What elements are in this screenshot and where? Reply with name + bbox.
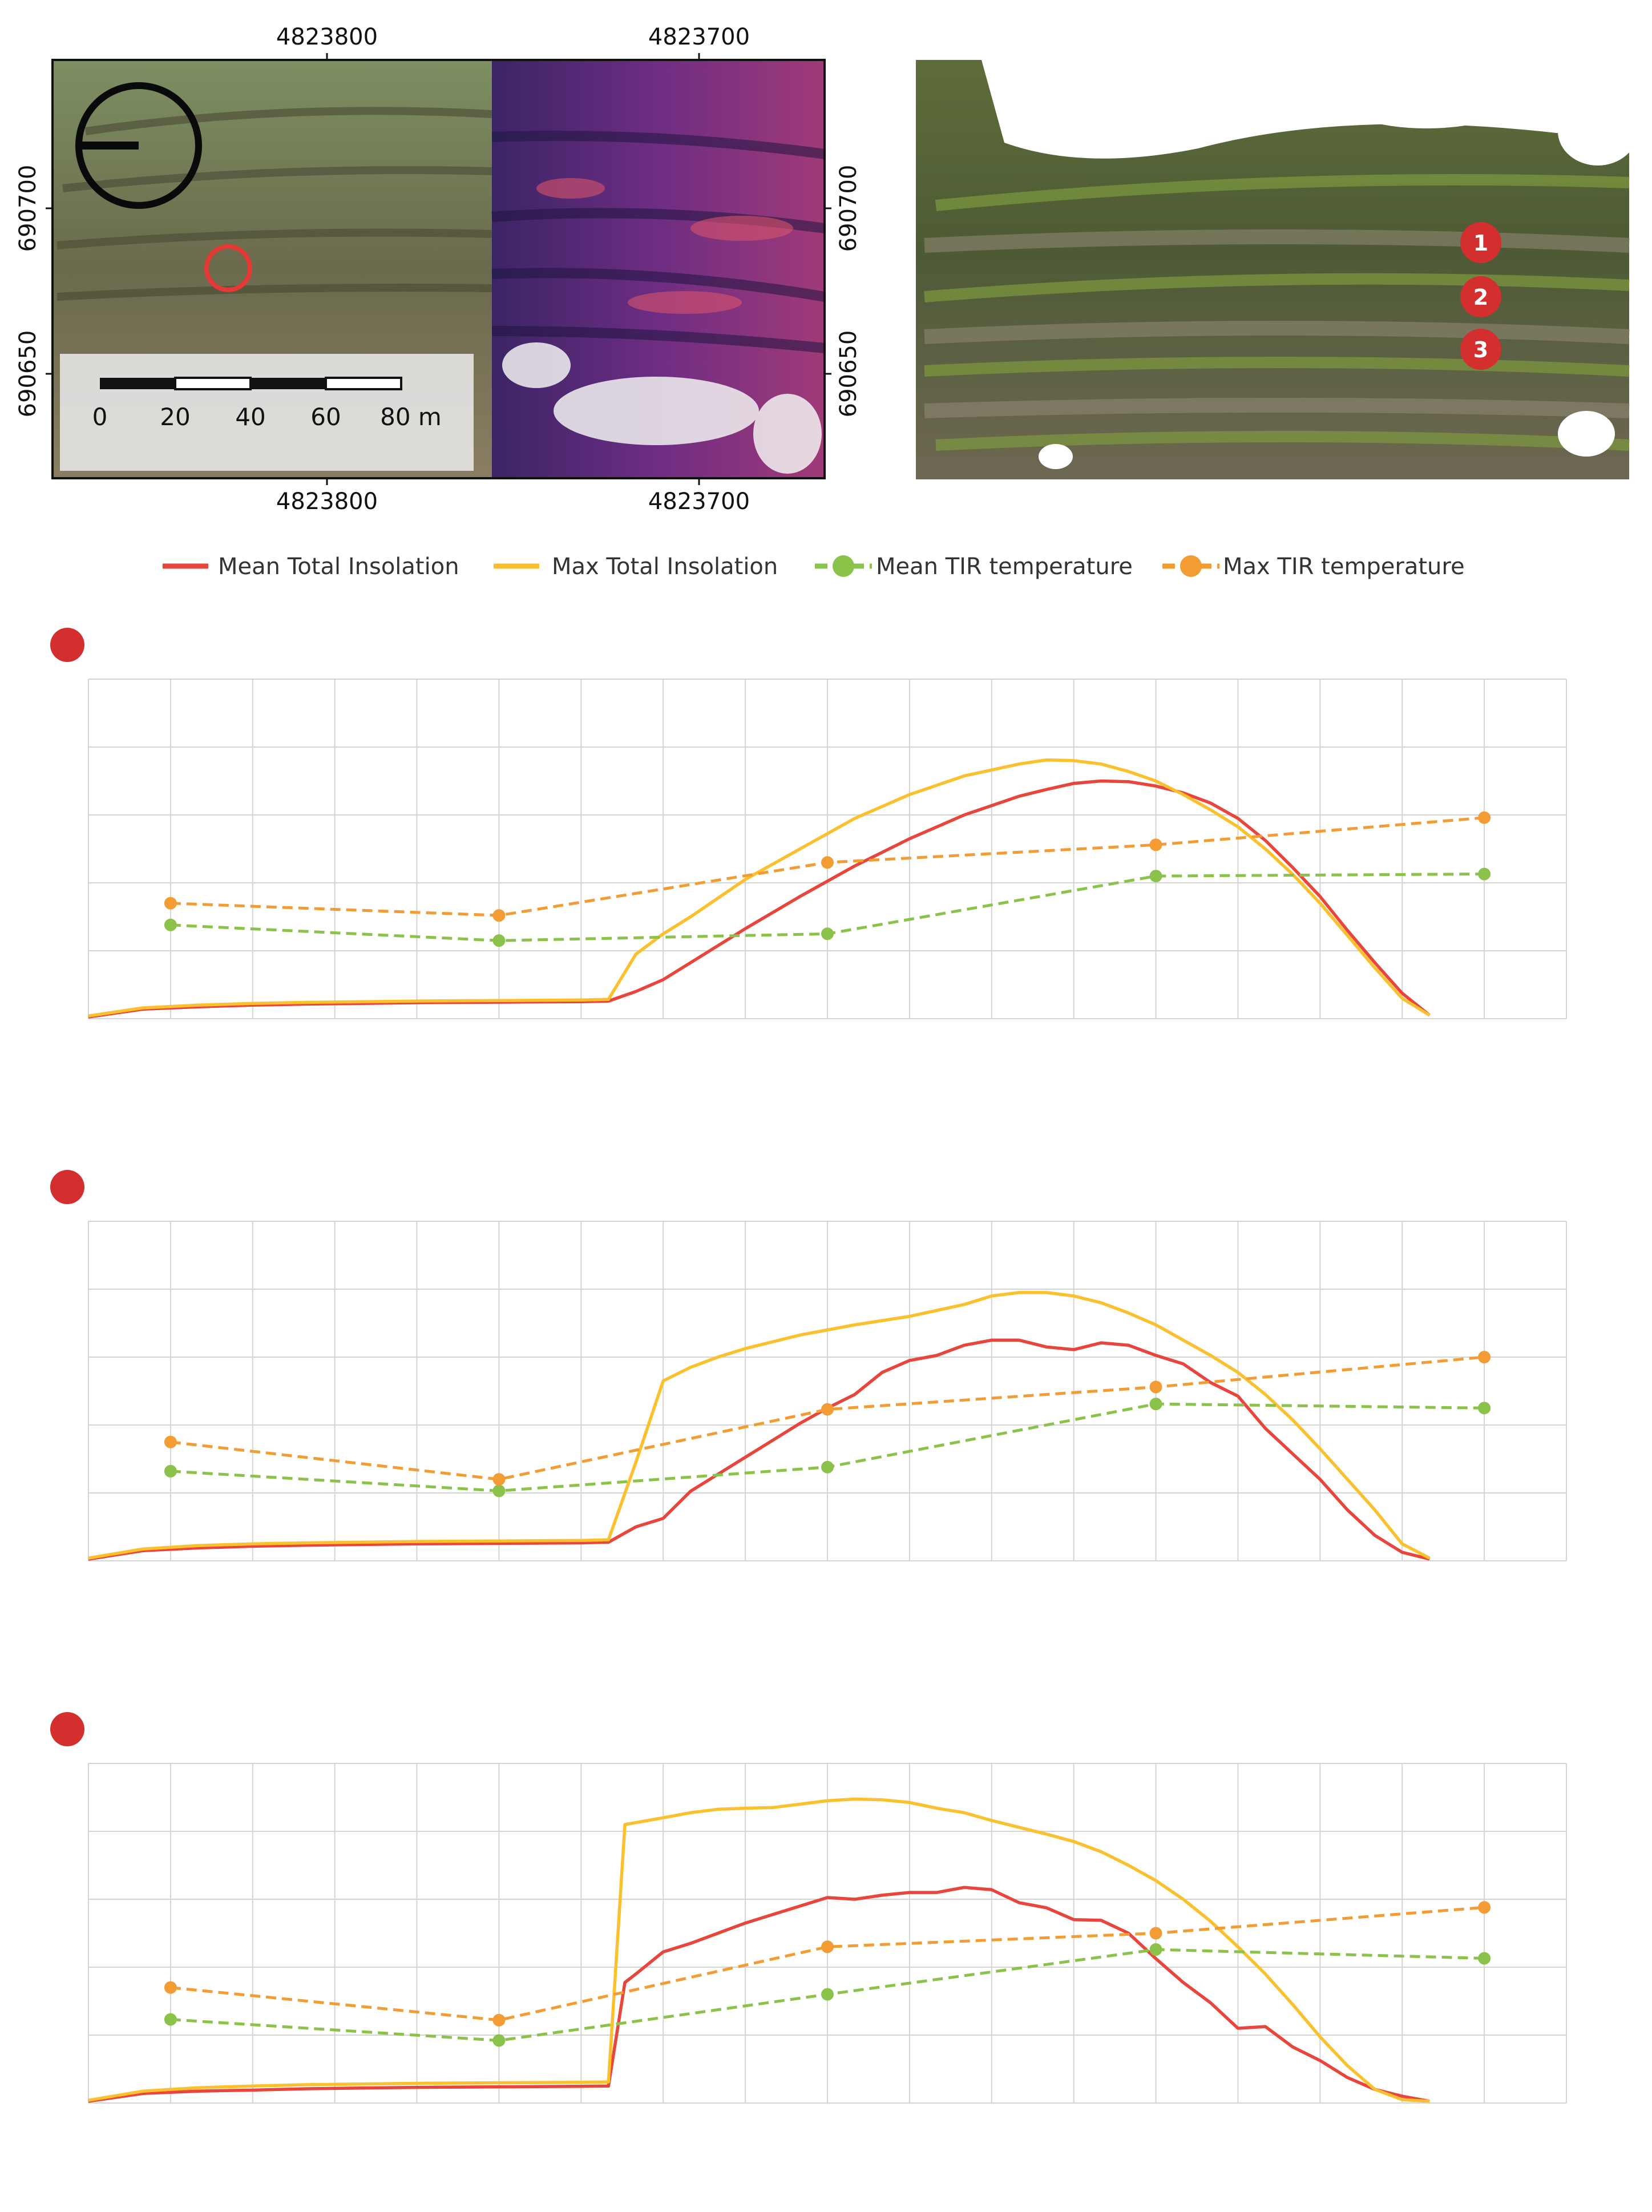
- map-top-tick-2: 4823700: [648, 24, 750, 50]
- data-point-max-tir-temperature: [1478, 1901, 1491, 1914]
- photo-sky-gaps: [981, 60, 1638, 469]
- data-point-max-tir-temperature: [1478, 1351, 1491, 1363]
- data-point-mean-tir-temperature: [1478, 1402, 1491, 1415]
- map-right-tick-1: 690700: [835, 165, 862, 252]
- legend: Mean Total Insolation Max Total Insolati…: [163, 554, 1465, 580]
- series-line-max-total-insolation: [88, 758, 1431, 1018]
- photo-marker-3-label: 3: [1473, 337, 1488, 362]
- map-left-tick-2: 690650: [15, 330, 41, 418]
- legend-label-mean-tir: Mean TIR temperature: [876, 554, 1133, 580]
- data-point-max-tir-temperature: [821, 1403, 834, 1416]
- photo-marker-2: 2: [1460, 276, 1501, 317]
- chart-2: [50, 1170, 1567, 1561]
- photo-stone-walls: [924, 229, 1630, 418]
- scale-segment-4: [325, 377, 402, 390]
- scale-label-0: 0: [92, 403, 108, 431]
- north-arrow-icon: [75, 82, 202, 209]
- data-point-max-tir-temperature: [1478, 811, 1491, 824]
- data-point-max-tir-temperature: [492, 909, 506, 922]
- chart-3: [50, 1712, 1567, 2104]
- data-point-mean-tir-temperature: [492, 934, 506, 947]
- series-line-max-tir-temperature: [170, 1355, 1485, 1481]
- map-bottom-tick-1: 4823800: [276, 489, 378, 515]
- photo-marker-1-label: 1: [1473, 231, 1488, 256]
- data-point-mean-tir-temperature: [1149, 1398, 1162, 1411]
- data-point-max-tir-temperature: [164, 897, 177, 910]
- legend-item-max-tir: Max TIR temperature: [1162, 554, 1465, 580]
- photo-vine-rows: [924, 174, 1630, 451]
- chart-badge-icon: [50, 1712, 84, 1746]
- orthophoto-map: 4823800 4823700 4823800 4823700 690700 6…: [15, 24, 862, 515]
- study-site-marker-icon: [204, 244, 252, 292]
- data-point-max-tir-temperature: [821, 1940, 834, 1953]
- charts: [50, 628, 1567, 2104]
- map-nodata-patches: [502, 342, 822, 474]
- data-point-max-tir-temperature: [821, 856, 834, 869]
- data-point-mean-tir-temperature: [1149, 870, 1162, 883]
- data-point-mean-tir-temperature: [164, 2013, 177, 2026]
- legend-label-mean-insolation: Mean Total Insolation: [218, 554, 459, 580]
- series-line-mean-total-insolation: [88, 1338, 1430, 1561]
- scale-label-20: 20: [160, 403, 190, 431]
- chart-1: [50, 628, 1567, 1019]
- map-bottom-tick-2: 4823700: [648, 489, 750, 515]
- data-point-max-tir-temperature: [1149, 1381, 1162, 1394]
- scale-segment-2: [174, 377, 252, 390]
- wall-photo: 1 2 3: [916, 60, 1638, 479]
- data-point-mean-tir-temperature: [821, 927, 834, 940]
- data-point-mean-tir-temperature: [821, 1460, 834, 1474]
- legend-item-mean-tir: Mean TIR temperature: [815, 554, 1133, 580]
- scale-segment-1: [100, 378, 175, 389]
- scale-label-60: 60: [310, 403, 341, 431]
- map-top-tick-1: 4823800: [276, 24, 378, 50]
- photo-marker-3: 3: [1460, 329, 1501, 370]
- data-point-max-tir-temperature: [492, 2013, 506, 2027]
- scale-segment-3: [251, 378, 326, 389]
- scale-bar: 0 20 40 60 80 m: [60, 354, 474, 471]
- map-ticks: [46, 53, 831, 485]
- series-line-mean-total-insolation: [88, 779, 1431, 1019]
- series-line-mean-total-insolation: [88, 1886, 1430, 2103]
- legend-label-max-insolation: Max Total Insolation: [552, 554, 778, 580]
- data-point-max-tir-temperature: [164, 1435, 177, 1448]
- data-point-max-tir-temperature: [1149, 1927, 1162, 1940]
- data-point-max-tir-temperature: [1149, 838, 1162, 851]
- data-point-mean-tir-temperature: [164, 918, 177, 931]
- legend-item-max-insolation: Max Total Insolation: [494, 554, 778, 580]
- map-left-tick-1: 690700: [15, 165, 41, 252]
- legend-item-mean-insolation: Mean Total Insolation: [163, 554, 459, 580]
- data-point-mean-tir-temperature: [492, 1484, 506, 1497]
- chart-badge-icon: [50, 1170, 84, 1204]
- map-thermal-hotspots: [536, 178, 793, 314]
- map-terrace-rows: [56, 107, 492, 301]
- chart-badge-icon: [50, 628, 84, 662]
- scale-label-80m: 80 m: [380, 403, 442, 431]
- series-line-max-tir-temperature: [170, 1906, 1485, 2022]
- photo-marker-2-label: 2: [1473, 285, 1488, 310]
- legend-label-max-tir: Max TIR temperature: [1223, 554, 1465, 580]
- data-point-mean-tir-temperature: [492, 2034, 506, 2047]
- data-point-mean-tir-temperature: [164, 1464, 177, 1478]
- series-line-max-total-insolation: [88, 1291, 1431, 1560]
- data-point-max-tir-temperature: [492, 1473, 506, 1486]
- data-point-mean-tir-temperature: [821, 1988, 834, 2001]
- data-point-max-tir-temperature: [164, 1981, 177, 1994]
- scale-bar-background: [60, 354, 474, 471]
- photo-marker-1: 1: [1460, 222, 1501, 263]
- map-frame: [51, 59, 826, 479]
- data-point-mean-tir-temperature: [1478, 867, 1491, 881]
- data-point-mean-tir-temperature: [1149, 1943, 1162, 1956]
- data-point-mean-tir-temperature: [1478, 1952, 1491, 1965]
- series-line-max-total-insolation: [88, 1797, 1430, 2103]
- map-right-tick-2: 690650: [835, 330, 862, 418]
- scale-label-40: 40: [235, 403, 265, 431]
